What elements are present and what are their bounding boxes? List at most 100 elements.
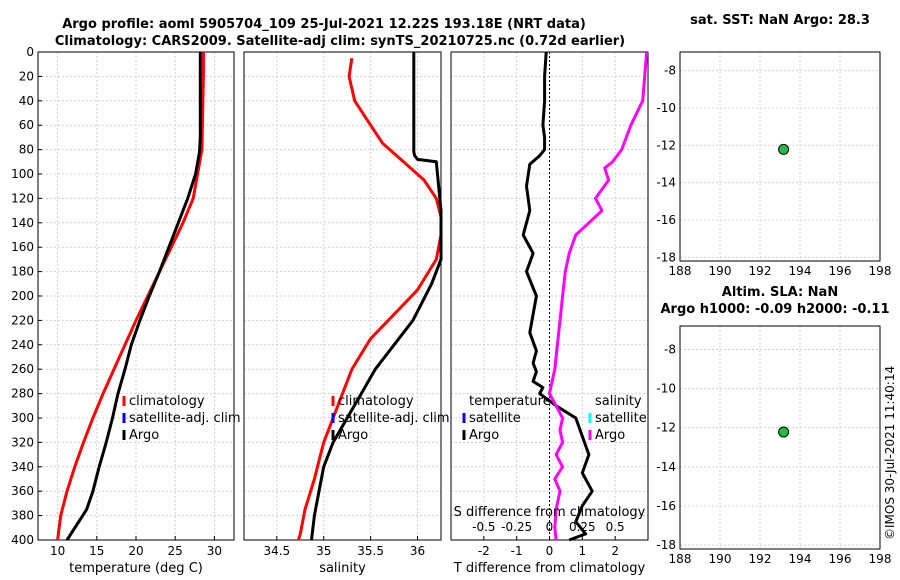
figure-title-line2: Climatology: CARS2009. Satellite-adj cli… (55, 34, 625, 49)
diff-xtick-label-3: 1 (579, 544, 587, 558)
diff-xtick-label-2: 0 (546, 544, 554, 558)
sal-legend-entry-1: satellite-adj. clim (338, 411, 450, 426)
sla-ytick-label-1: -10 (656, 382, 676, 396)
sla-ytick-label-2: -12 (656, 421, 676, 435)
sal-series-climatology (296, 57, 443, 541)
sst-xtick-label-5: 198 (869, 264, 892, 278)
sst-ytick-label-4: -16 (656, 213, 676, 227)
sal-legend-entry-0: climatology (338, 394, 414, 409)
diff-top-tick-label-3: 0.25 (569, 520, 596, 534)
sla-xtick-label-1: 190 (709, 552, 732, 566)
sal-frame (243, 51, 442, 541)
sst-ytick-label-3: -14 (656, 176, 676, 190)
sla-ytick-label-5: -18 (656, 538, 676, 552)
temp-ytick-label-10: 200 (11, 289, 34, 303)
sst-ytick-label-2: -12 (656, 138, 676, 152)
temp-ytick-label-2: 40 (19, 94, 34, 108)
sal-xtick-label-1: 35 (316, 544, 331, 558)
diff-legend-s-entry-2: Argo (595, 428, 625, 443)
diff-top-tick-label-2: 0 (546, 520, 554, 534)
diff-legend-t-entry-1: satellite (469, 411, 521, 426)
temp-ytick-label-19: 380 (11, 509, 34, 523)
sst-xtick-label-3: 194 (789, 264, 812, 278)
timestamp: ©IMOS 30-Jul-2021 11:40:14 (883, 366, 897, 540)
temp-ytick-label-9: 180 (11, 265, 34, 279)
difference-panel: -2 -1 0 1 2 T difference from climatology S di… (450, 51, 649, 576)
sst-ytick-label-0: -8 (664, 64, 676, 78)
sst-map-panel: sat. SST: NaN Argo: 28.3 188 190 192 194 196 1… (656, 13, 891, 278)
diff-top-tick-label-4: 0.5 (606, 520, 625, 534)
sst-title: sat. SST: NaN Argo: 28.3 (690, 13, 870, 28)
diff-xtick-label-4: 2 (611, 544, 619, 558)
temp-ytick-label-11: 220 (11, 313, 34, 327)
sal-xtick-label-0: 34.5 (263, 544, 290, 558)
temp-xtick-label-2: 20 (128, 544, 143, 558)
sst-ytick-label-1: -10 (656, 101, 676, 115)
temp-ytick-label-20: 400 (11, 533, 34, 547)
sal-legend-entry-2: Argo (338, 428, 368, 443)
sla-title-line2: Argo h1000: -0.09 h2000: -0.11 (660, 302, 889, 317)
temp-ytick-label-5: 100 (11, 167, 34, 181)
temp-ytick-label-16: 320 (11, 435, 34, 449)
temp-legend-entry-1: satellite-adj. clim (129, 411, 241, 426)
temperature-panel: 10 15 20 25 30 temperature (deg C) 0 20 40 60 80 10… (11, 45, 241, 576)
sst-xtick-label-0: 188 (669, 264, 692, 278)
diff-xtick-label-0: -2 (478, 544, 490, 558)
sla-xtick-label-4: 196 (829, 552, 852, 566)
sla-map-panel: Altim. SLA: NaN Argo h1000: -0.09 h2000: … (656, 285, 891, 566)
temp-ytick-label-1: 20 (19, 69, 34, 83)
temp-xtick-label-3: 25 (168, 544, 183, 558)
salinity-panel: 34.5 35 35.5 36 salinity climatology satellite… (243, 51, 450, 576)
diff-xlabel: T difference from climatology (453, 561, 646, 576)
temp-legend-entry-0: climatology (129, 394, 205, 409)
temp-ytick-label-7: 140 (11, 216, 34, 230)
diff-top-tick-label-0: -0.5 (472, 520, 495, 534)
sst-ytick-label-5: -18 (656, 250, 676, 264)
sla-ytick-label-0: -8 (664, 342, 676, 356)
sla-point-0 (778, 426, 790, 438)
sal-xtick-label-3: 36 (410, 544, 425, 558)
temp-ytick-label-14: 280 (11, 387, 34, 401)
sla-ytick-label-4: -16 (656, 499, 676, 513)
figure-title-line1: Argo profile: aoml 5905704_109 25-Jul-20… (62, 17, 586, 32)
temp-ytick-label-15: 300 (11, 411, 34, 425)
diff-legend-t-entry-2: Argo (469, 428, 499, 443)
temp-series-argo (65, 52, 202, 541)
temp-xlabel: temperature (deg C) (69, 561, 203, 576)
diff-legend-t-entry-0: temperature (469, 394, 551, 409)
temp-legend-entry-2: Argo (129, 428, 159, 443)
diff-xtick-label-1: -1 (511, 544, 523, 558)
temp-ytick-label-17: 340 (11, 460, 34, 474)
diff-series-temperature (521, 51, 594, 542)
temp-ytick-label-13: 260 (11, 362, 34, 376)
sst-frame (679, 51, 881, 262)
temp-ytick-label-8: 160 (11, 240, 34, 254)
diff-legend-s-entry-1: satellite (595, 411, 647, 426)
diff-legend-s-entry-0: salinity (595, 394, 642, 409)
temp-ytick-label-3: 60 (19, 118, 34, 132)
sla-xtick-label-3: 194 (789, 552, 812, 566)
temp-ytick-label-18: 360 (11, 484, 34, 498)
diff-top-label: S difference from climatology (454, 505, 646, 520)
sla-title: Altim. SLA: NaN (722, 285, 838, 300)
diff-series-salinity (548, 51, 649, 541)
sla-xtick-label-0: 188 (669, 552, 692, 566)
temp-xtick-label-1: 15 (89, 544, 104, 558)
temp-ytick-label-0: 0 (26, 45, 34, 59)
temp-ytick-label-6: 120 (11, 191, 34, 205)
temp-ytick-label-12: 240 (11, 338, 34, 352)
sst-point-0 (778, 143, 790, 155)
temp-ytick-label-4: 80 (19, 143, 34, 157)
sal-xlabel: salinity (319, 561, 366, 576)
temp-series-climatology (56, 52, 205, 541)
sst-xtick-label-1: 190 (709, 264, 732, 278)
sla-frame (679, 325, 881, 550)
sst-xtick-label-2: 192 (749, 264, 772, 278)
sla-xtick-label-5: 198 (869, 552, 892, 566)
sal-series-argo (310, 52, 443, 541)
temp-xtick-label-0: 10 (50, 544, 65, 558)
temp-xtick-label-4: 30 (207, 544, 222, 558)
diff-top-tick-label-1: -0.25 (501, 520, 532, 534)
sal-xtick-label-2: 35.5 (357, 544, 384, 558)
